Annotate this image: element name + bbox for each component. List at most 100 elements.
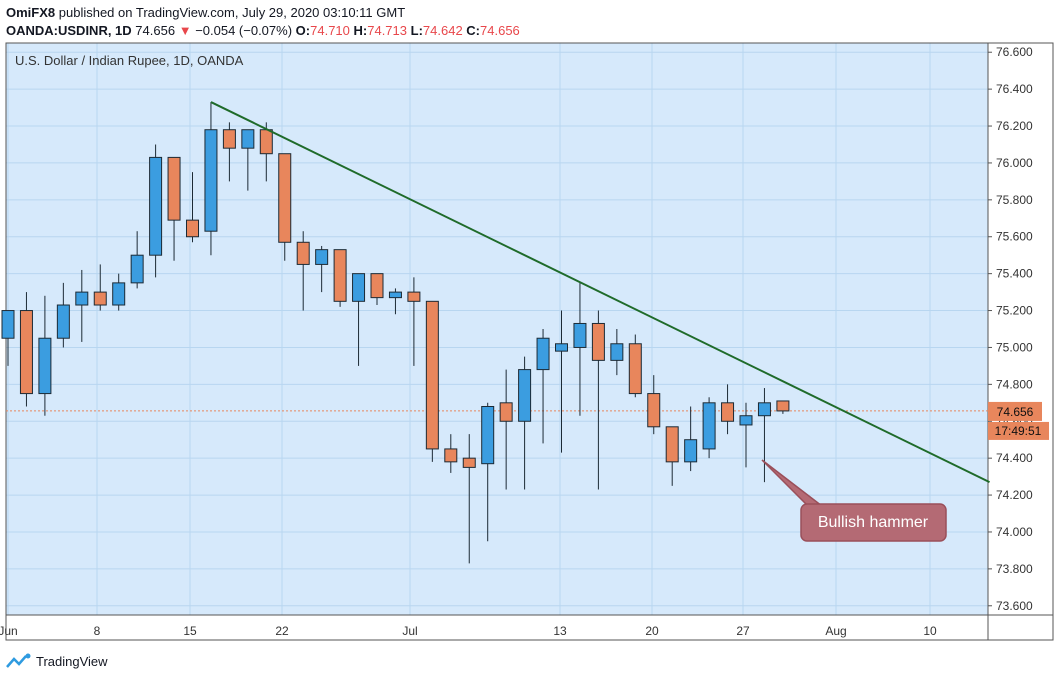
- symbol-label: OANDA:USDINR, 1D: [6, 23, 132, 38]
- last-price-tag-text: 74.656: [997, 405, 1034, 419]
- annotation-callout[interactable]: Bullish hammer: [761, 459, 947, 542]
- candle-body: [462, 457, 476, 468]
- author-name[interactable]: OmiFX8: [6, 5, 56, 20]
- candle-body: [388, 291, 402, 299]
- legend-title: U.S. Dollar / Indian Rupee, 1D, OANDA: [15, 53, 244, 68]
- candle-body: [75, 291, 89, 306]
- candle-body: [370, 273, 384, 299]
- candle-body: [499, 402, 513, 422]
- y-tick-label: 75.600: [996, 230, 1033, 244]
- candle-body: [481, 405, 495, 465]
- x-tick-label: Jul: [402, 624, 417, 638]
- candle-body: [721, 402, 735, 422]
- x-tick-label: 8: [94, 624, 101, 638]
- candle-body: [19, 310, 33, 395]
- candle-body: [93, 291, 107, 306]
- high-value: 74.713: [367, 23, 407, 38]
- candle-body: [112, 282, 126, 306]
- close-value: 74.656: [480, 23, 520, 38]
- trend-line[interactable]: [210, 101, 990, 484]
- down-arrow-icon: ▼: [178, 23, 192, 38]
- candle-body: [38, 337, 52, 395]
- price-tags: 74.656 17:49:51: [988, 401, 1049, 440]
- x-tick-label: 13: [553, 624, 567, 638]
- high-label: H:: [353, 23, 368, 38]
- y-tick-label: 73.600: [996, 599, 1033, 613]
- candle-body: [776, 400, 790, 412]
- candle-body: [536, 337, 550, 371]
- candle-body: [665, 426, 679, 463]
- open-label: O:: [295, 23, 311, 38]
- y-tick-label: 74.200: [996, 488, 1033, 502]
- x-tick-label: 20: [645, 624, 659, 638]
- candle-body: [610, 343, 624, 361]
- x-tick-label: 15: [183, 624, 197, 638]
- candle-body: [555, 343, 568, 352]
- candle-body: [315, 249, 329, 265]
- y-tick-label: 76.600: [996, 45, 1033, 59]
- y-tick-label: 74.800: [996, 377, 1033, 391]
- y-tick-label: 73.800: [996, 562, 1033, 576]
- price-change: −0.054 (−0.07%): [195, 23, 293, 38]
- x-tick-label: 22: [275, 624, 289, 638]
- candle-body: [222, 129, 236, 149]
- candle-body: [739, 415, 753, 426]
- candle-body: [573, 322, 587, 348]
- footer-logo[interactable]: TradingView: [6, 653, 108, 669]
- last-price: 74.656: [135, 23, 176, 38]
- countdown-tag: [988, 421, 1049, 440]
- candle-body: [518, 369, 532, 422]
- candle-body: [278, 153, 292, 243]
- candle-body: [259, 129, 273, 155]
- candle-body: [425, 300, 439, 450]
- y-tick-label: 74.000: [996, 525, 1033, 539]
- candles: [1, 102, 790, 564]
- candle-body: [296, 241, 310, 265]
- candle-body: [444, 448, 458, 463]
- candle-body: [56, 304, 70, 339]
- symbol-info: OANDA:USDINR, 1D 74.656 ▼ −0.054 (−0.07%…: [6, 23, 520, 38]
- time-axis[interactable]: Jun 8 15 22 Jul 13 20 27 Aug 10: [0, 624, 937, 638]
- candle-body: [702, 402, 716, 450]
- x-tick-label: 27: [736, 624, 750, 638]
- y-tick-label: 75.400: [996, 267, 1033, 281]
- candle-body: [628, 343, 642, 395]
- last-price-tag: [988, 401, 1042, 421]
- candle-body: [1, 310, 15, 339]
- low-value: 74.642: [422, 23, 463, 38]
- open-value: 74.710: [310, 23, 350, 38]
- low-label: L:: [410, 23, 423, 38]
- x-tick-label: 10: [923, 624, 937, 638]
- y-tick-label: 75.200: [996, 304, 1033, 318]
- candle-body: [130, 254, 144, 284]
- candle-body: [204, 129, 218, 232]
- callout-box: [800, 503, 947, 542]
- price-axis[interactable]: 76.600 76.400 76.200 76.000 75.800 75.600 75.4…: [988, 45, 1033, 613]
- y-tick-label: 76.000: [996, 156, 1033, 170]
- countdown-tag-text: 17:49:51: [995, 424, 1042, 438]
- tradingview-logo-icon: [6, 653, 31, 668]
- y-tick-label: 75.800: [996, 193, 1033, 207]
- price-chart[interactable]: 76.600 76.400 76.200 76.000 75.800 75.600 75.4…: [0, 0, 1060, 650]
- candle-body: [241, 129, 255, 149]
- candle-body: [186, 219, 199, 238]
- candle-body: [407, 291, 421, 302]
- candle-body: [591, 322, 605, 361]
- candle-body: [333, 249, 347, 302]
- close-label: C:: [466, 23, 481, 38]
- x-tick-label: Jun: [0, 624, 18, 638]
- candle-body: [149, 156, 163, 256]
- x-tick-label: Aug: [825, 624, 846, 638]
- callout-text: Bullish hammer: [818, 514, 929, 531]
- candle-body: [684, 439, 698, 463]
- candle-body: [647, 393, 661, 428]
- candle-body: [352, 273, 366, 302]
- candle-body: [167, 156, 181, 221]
- publish-text: published on TradingView.com, July 29, 2…: [58, 5, 406, 20]
- candle-body: [757, 402, 771, 417]
- chart-frame: [5, 42, 1054, 641]
- publish-info: OmiFX8 published on TradingView.com, Jul…: [6, 5, 405, 20]
- y-tick-label: 76.200: [996, 119, 1033, 133]
- y-tick-label: 74.400: [996, 451, 1033, 465]
- footer-brand: TradingView: [36, 653, 108, 669]
